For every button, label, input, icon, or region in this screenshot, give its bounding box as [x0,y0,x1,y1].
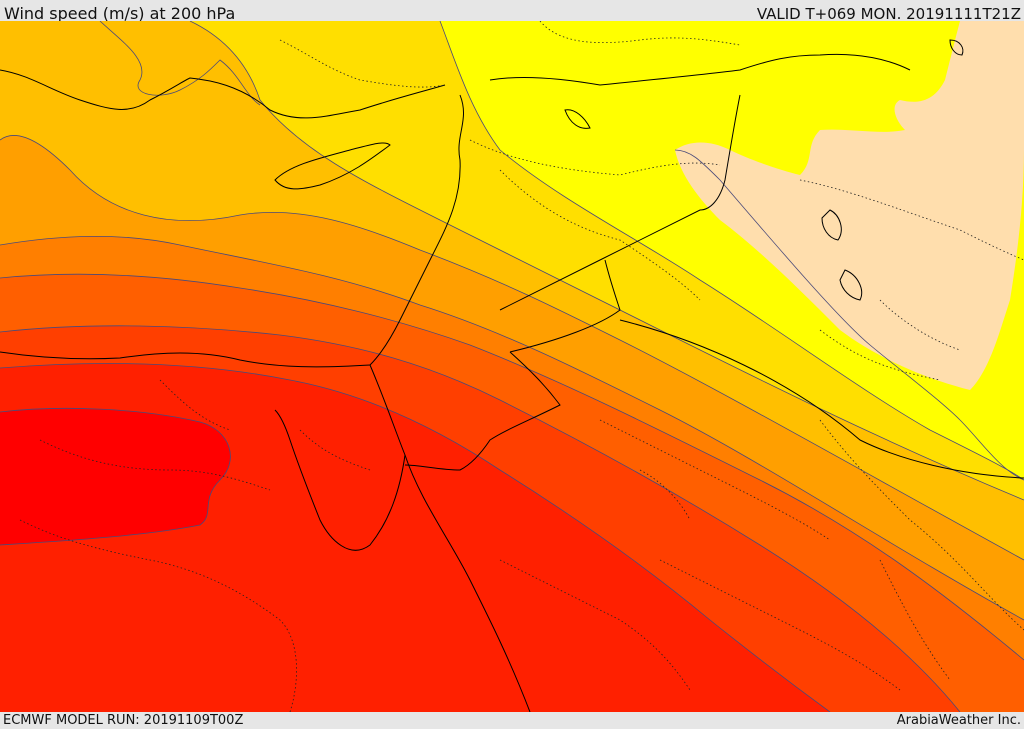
valid-time: VALID T+069 MON. 20191111T21Z [756,5,1021,23]
footer-bar: ECMWF MODEL RUN: 20191109T00Z ArabiaWeat… [0,712,1024,729]
country-borders [404,53,1024,479]
band-weak [675,21,1024,390]
header-bar: Wind speed (m/s) at 200 hPa VALID T+069 … [0,0,1024,23]
band-red [0,408,231,545]
credit-text: ArabiaWeather Inc. [896,713,1021,728]
province-boundaries [19,21,1024,712]
model-run: ECMWF MODEL RUN: 20191109T00Z [3,713,244,728]
coastlines [0,39,964,712]
isotach-contours [0,21,1024,712]
map-title: Wind speed (m/s) at 200 hPa [4,4,236,23]
wind-speed-map [0,21,1024,712]
